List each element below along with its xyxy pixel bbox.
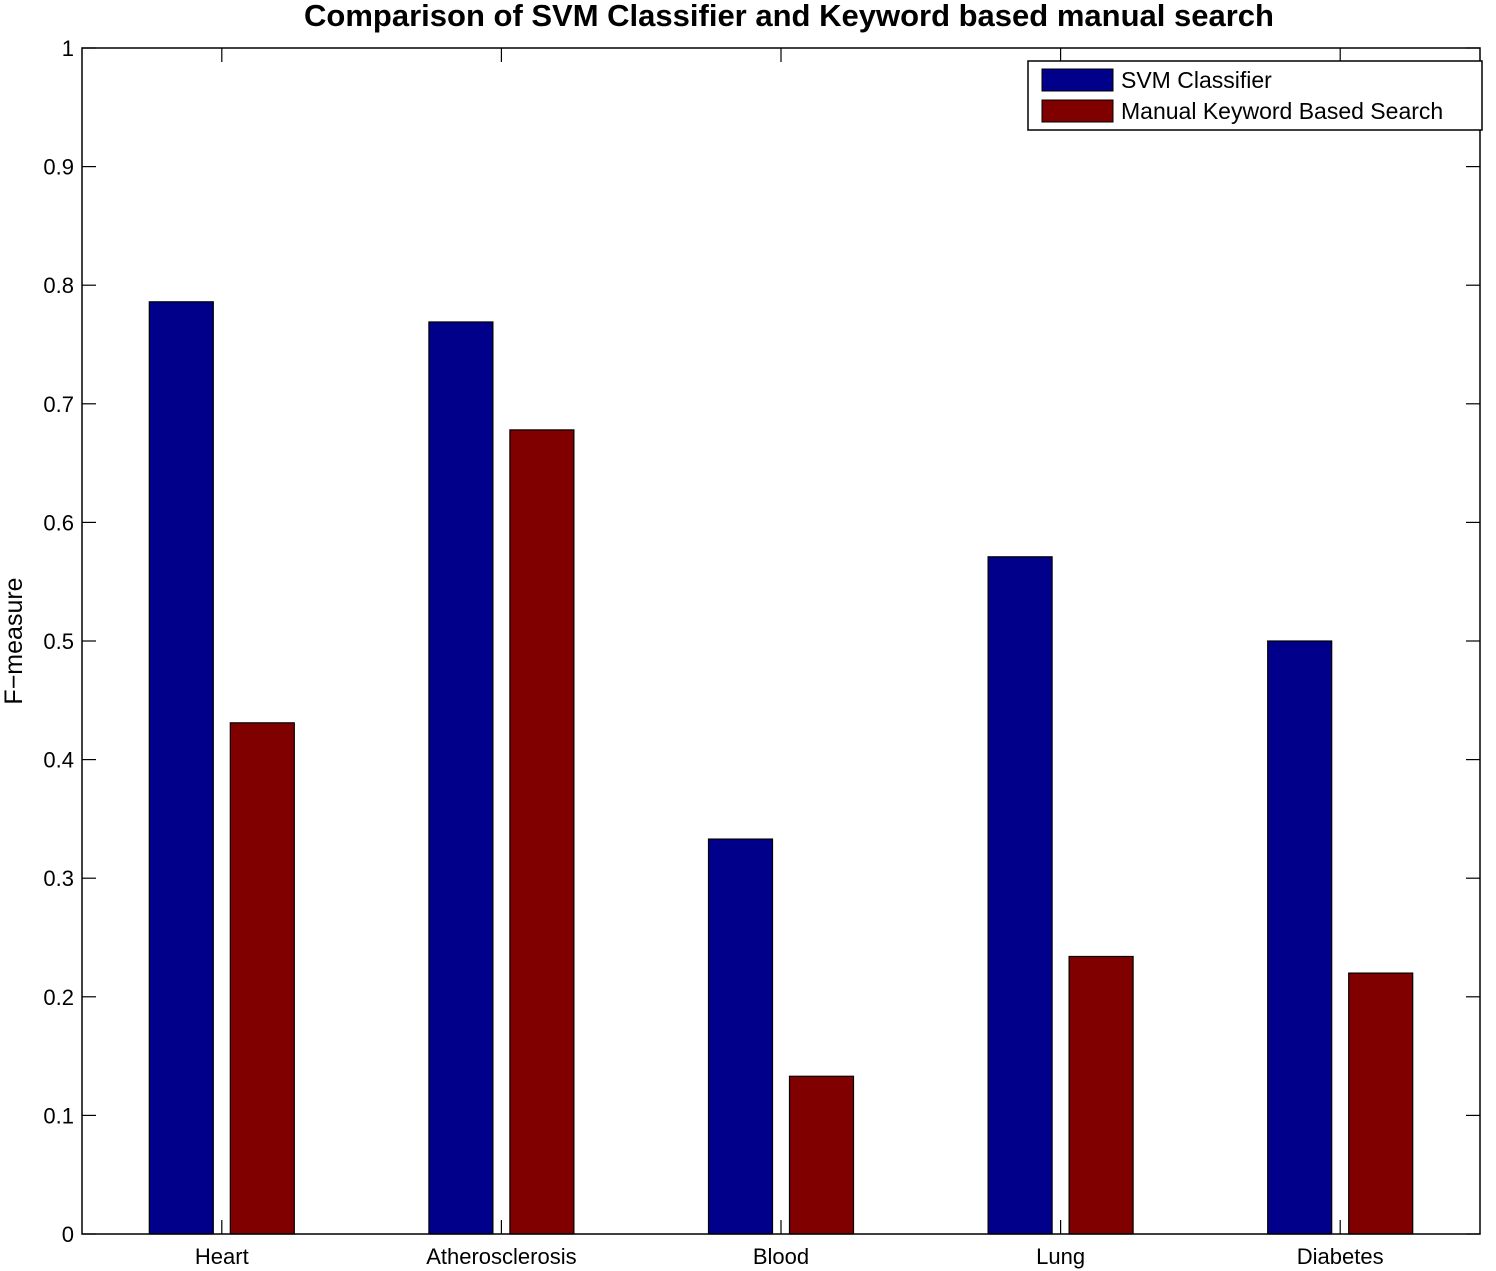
- y-tick-label: 0.5: [43, 629, 74, 654]
- bar-svm-classifier-diabetes: [1267, 640, 1333, 1235]
- bar-manual-keyword-search-lung: [1068, 955, 1134, 1235]
- bar-svm-classifier-heart: [148, 301, 214, 1235]
- y-tick-label: 0.4: [43, 748, 74, 773]
- y-tick-label: 1: [62, 36, 74, 61]
- y-tick-label: 0.7: [43, 392, 74, 417]
- x-tick-label: Diabetes: [1297, 1244, 1384, 1269]
- legend-swatch-svm-classifier: [1041, 68, 1114, 92]
- bar-svm-classifier-blood: [707, 838, 774, 1235]
- x-tick-label: Heart: [195, 1244, 249, 1269]
- y-axis-label: F−measure: [0, 577, 28, 704]
- y-tick-label: 0.9: [43, 155, 74, 180]
- bar-manual-keyword-search-atherosclerosis: [509, 429, 575, 1235]
- x-tick-label: Atherosclerosis: [426, 1244, 576, 1269]
- y-tick-label: 0.1: [43, 1103, 74, 1128]
- y-tick-label: 0.2: [43, 985, 74, 1010]
- bar-manual-keyword-search-heart: [229, 722, 295, 1235]
- y-tick-label: 0.8: [43, 273, 74, 298]
- bar-manual-keyword-search-diabetes: [1348, 972, 1414, 1235]
- plot-area-frame: [81, 47, 1481, 1235]
- x-tick-label: Lung: [1036, 1244, 1085, 1269]
- legend-label-manual-keyword-based-search: Manual Keyword Based Search: [1121, 98, 1443, 124]
- y-tick-label: 0.3: [43, 866, 74, 891]
- bar-svm-classifier-lung: [987, 556, 1053, 1235]
- chart-title: Comparison of SVM Classifier and Keyword…: [304, 0, 1274, 33]
- bar-svm-classifier-atherosclerosis: [428, 321, 494, 1235]
- y-tick-label: 0.6: [43, 510, 74, 535]
- bar-manual-keyword-search-blood: [788, 1075, 855, 1235]
- legend: SVM Classifier Manual Keyword Based Sear…: [1027, 60, 1483, 131]
- x-tick-label: Blood: [753, 1244, 809, 1269]
- legend-label-svm-classifier: SVM Classifier: [1121, 67, 1272, 93]
- x-axis-ticks: Heart Atherosclerosis Blood Lung Diabetes: [195, 48, 1384, 1269]
- y-tick-label: 0: [62, 1222, 74, 1247]
- legend-swatch-manual-keyword-based-search: [1041, 99, 1114, 123]
- y-axis-ticks: 0 0.1 0.2 0.3 0.4 0.5 0.6 0.7 0.8 0.9 1: [43, 36, 1480, 1247]
